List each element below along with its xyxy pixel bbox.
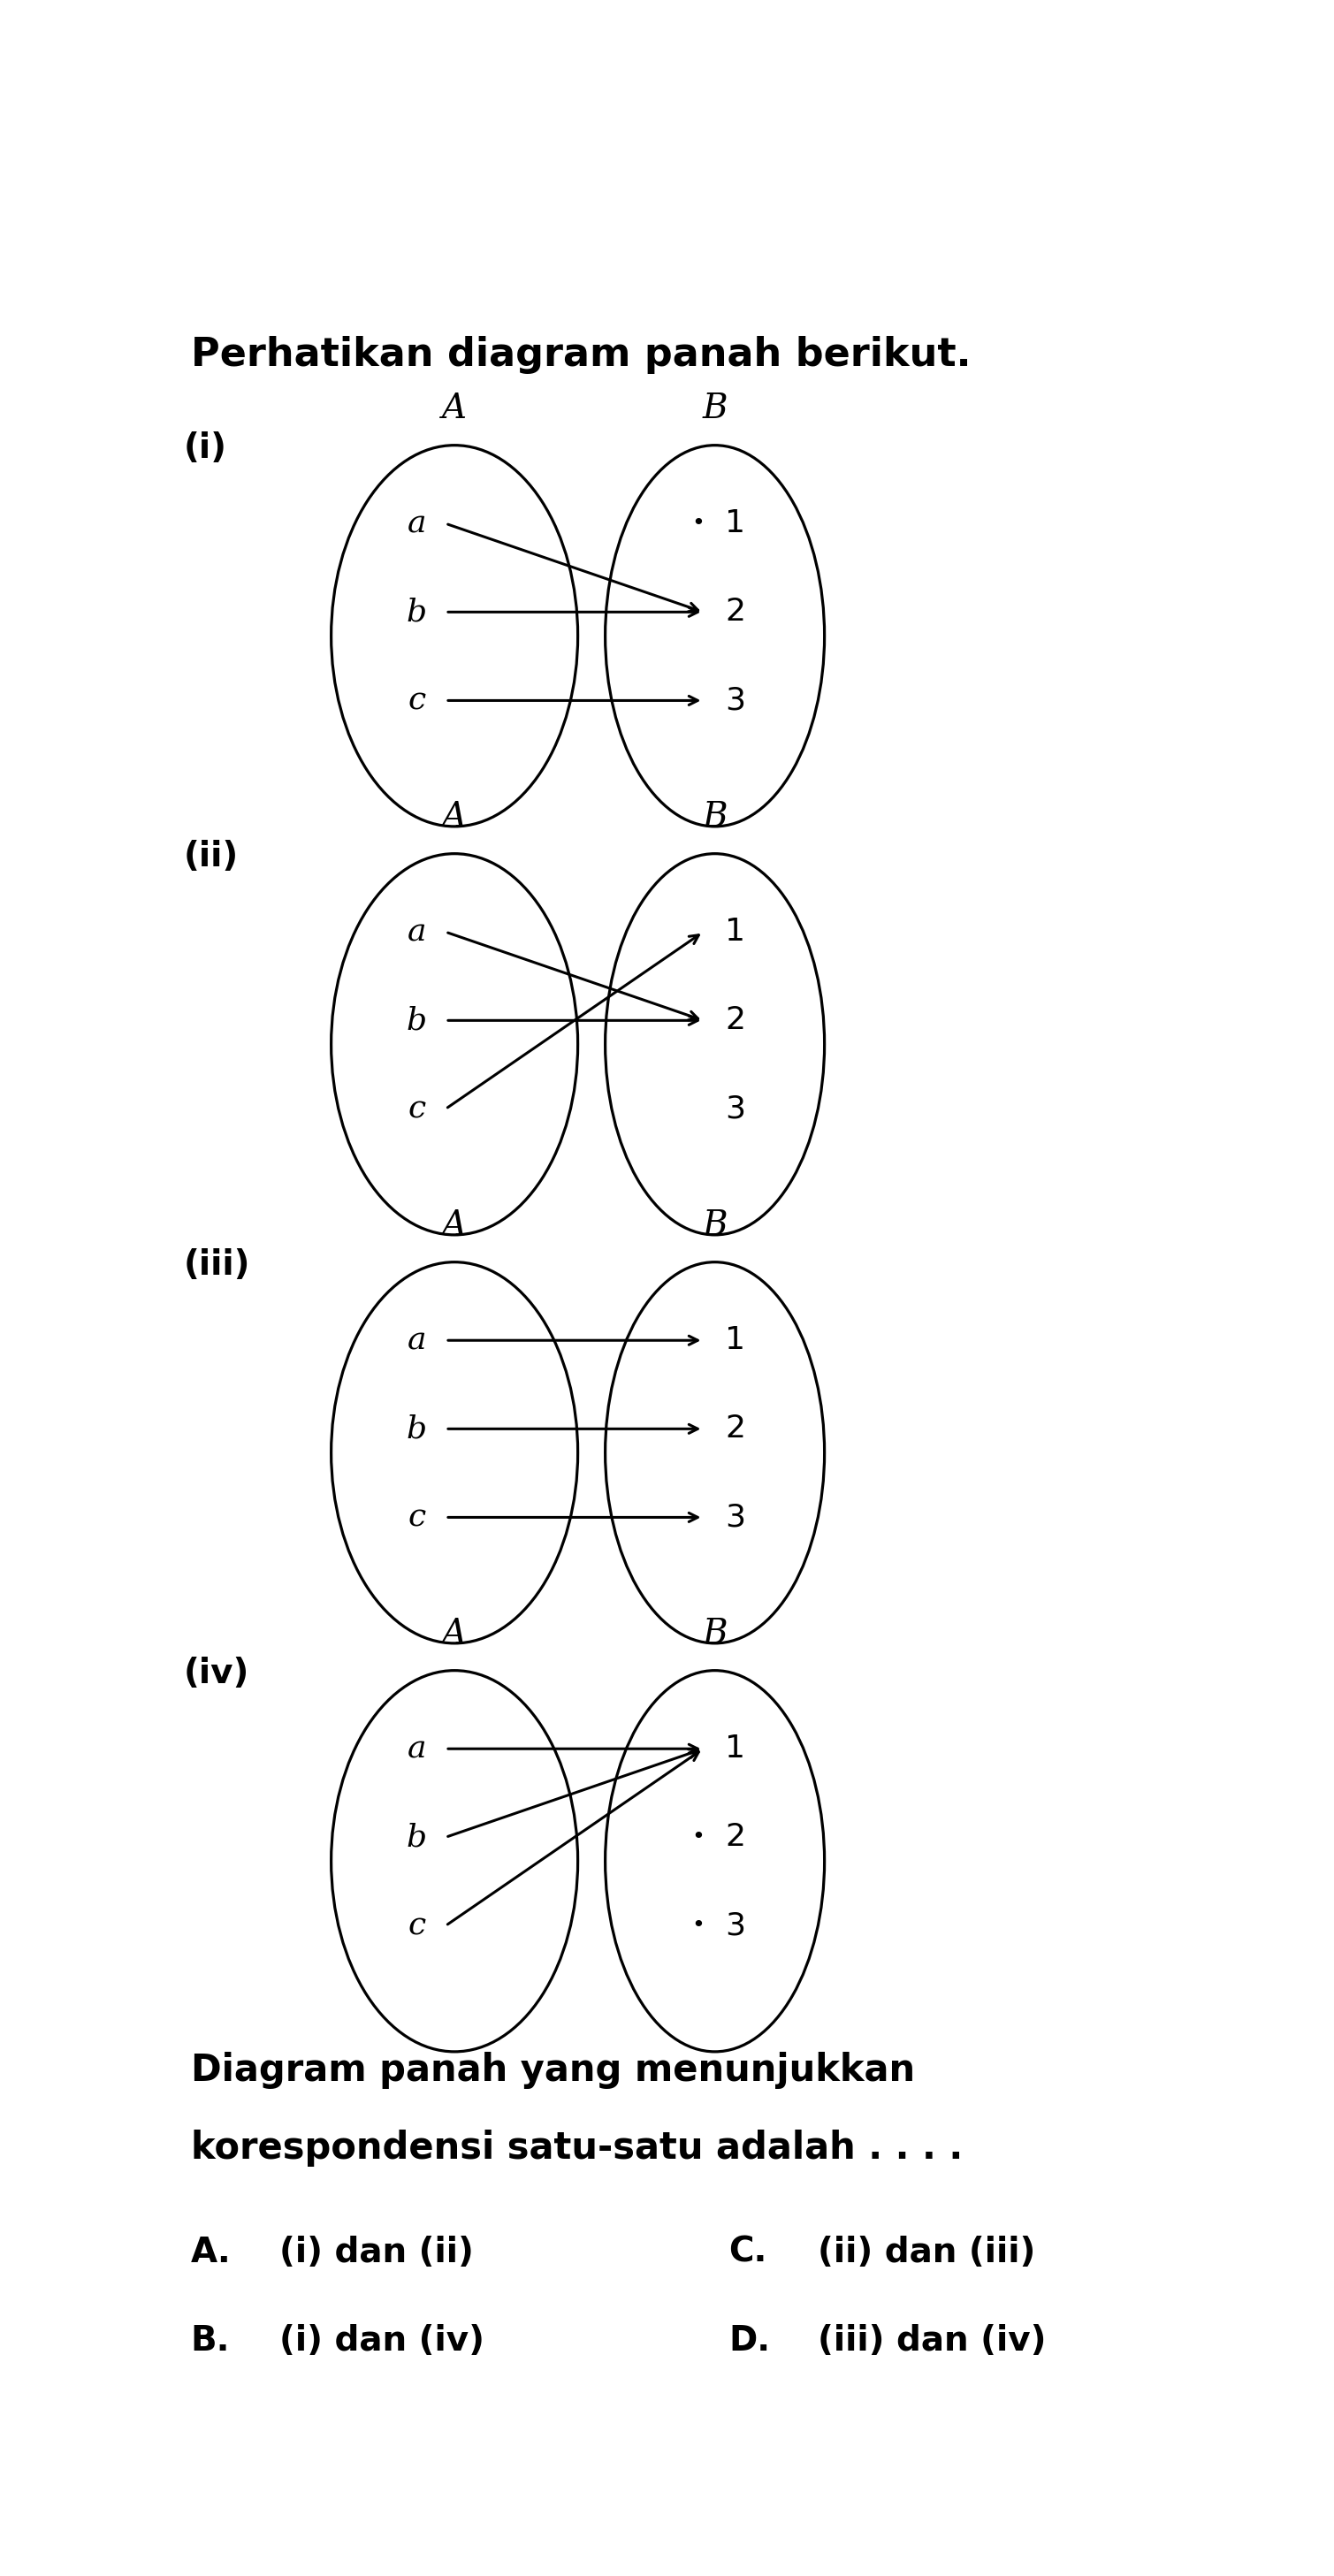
Text: 1: 1 xyxy=(726,1734,746,1765)
Text: 2: 2 xyxy=(726,1821,746,1852)
Text: a: a xyxy=(407,1324,427,1355)
Text: c: c xyxy=(408,685,426,716)
Text: b: b xyxy=(407,1821,427,1852)
Text: c: c xyxy=(408,1911,426,1940)
Text: B: B xyxy=(702,1618,727,1651)
Text: b: b xyxy=(407,1005,427,1036)
Text: A.: A. xyxy=(191,2236,231,2269)
Text: c: c xyxy=(408,1095,426,1123)
Text: •: • xyxy=(691,513,704,533)
Text: (iii) dan (iv): (iii) dan (iv) xyxy=(818,2324,1046,2357)
Text: B: B xyxy=(702,1208,727,1242)
Text: 1: 1 xyxy=(726,507,746,538)
Text: a: a xyxy=(407,507,427,538)
Text: A: A xyxy=(442,801,467,832)
Text: A: A xyxy=(442,1618,467,1651)
Text: D.: D. xyxy=(728,2324,770,2357)
Text: (iii): (iii) xyxy=(184,1249,251,1283)
Text: A: A xyxy=(442,1208,467,1242)
Text: Perhatikan diagram panah berikut.: Perhatikan diagram panah berikut. xyxy=(191,337,971,374)
Text: a: a xyxy=(407,1734,427,1765)
Text: B: B xyxy=(702,801,727,832)
Text: b: b xyxy=(407,1414,427,1445)
Text: 1: 1 xyxy=(726,917,746,948)
Text: (i) dan (ii): (i) dan (ii) xyxy=(280,2236,474,2269)
Text: •: • xyxy=(691,1914,704,1937)
Text: 3: 3 xyxy=(726,1911,746,1940)
Text: B: B xyxy=(702,392,727,425)
Text: •: • xyxy=(691,1826,704,1847)
Text: C.: C. xyxy=(728,2236,767,2269)
Text: 3: 3 xyxy=(726,1502,746,1533)
Text: (i) dan (iv): (i) dan (iv) xyxy=(280,2324,484,2357)
Text: 3: 3 xyxy=(726,1095,746,1123)
Text: Diagram panah yang menunjukkan: Diagram panah yang menunjukkan xyxy=(191,2050,915,2089)
Text: a: a xyxy=(407,917,427,948)
Text: b: b xyxy=(407,598,427,626)
Text: (ii): (ii) xyxy=(184,840,239,873)
Text: B.: B. xyxy=(191,2324,229,2357)
Text: korespondensi satu-satu adalah . . . .: korespondensi satu-satu adalah . . . . xyxy=(191,2130,963,2166)
Text: A: A xyxy=(442,392,467,425)
Text: (ii) dan (iii): (ii) dan (iii) xyxy=(818,2236,1035,2269)
Text: 2: 2 xyxy=(726,598,746,626)
Text: 1: 1 xyxy=(726,1324,746,1355)
Text: (i): (i) xyxy=(184,433,227,466)
Text: c: c xyxy=(408,1502,426,1533)
Text: 2: 2 xyxy=(726,1005,746,1036)
Text: 3: 3 xyxy=(726,685,746,716)
Text: 2: 2 xyxy=(726,1414,746,1445)
Text: (iv): (iv) xyxy=(184,1656,249,1690)
